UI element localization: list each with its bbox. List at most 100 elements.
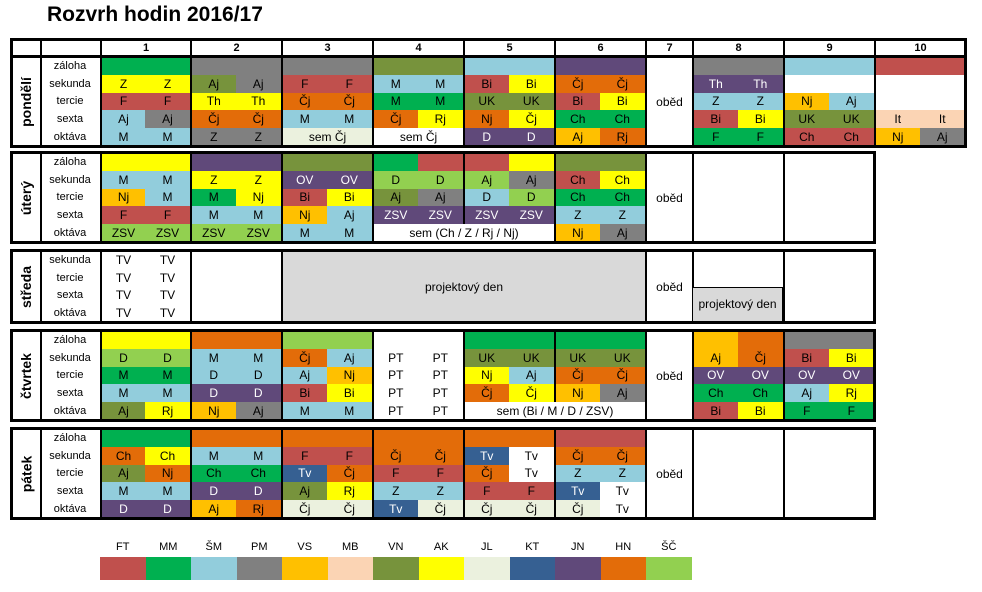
lesson-cell: ZSV xyxy=(100,224,145,242)
lesson-cell: Aj xyxy=(100,464,145,483)
lesson-cell: OV xyxy=(692,366,738,385)
period-header: 10 xyxy=(874,40,965,56)
lesson-cell: Čj xyxy=(372,110,418,129)
lesson-cell: OV xyxy=(326,170,372,189)
lesson-cell: Th xyxy=(737,74,783,93)
class-label: sexta xyxy=(56,113,84,126)
legend-label: ŠČ xyxy=(661,541,677,553)
lesson-cell: UK xyxy=(508,348,554,367)
lesson-cell: M xyxy=(417,74,463,93)
lesson-cell: ZSV xyxy=(463,206,509,225)
class-label: tercie xyxy=(56,95,84,108)
lesson-cell: OV xyxy=(828,366,874,385)
lesson-cell: Aj xyxy=(281,366,327,385)
lesson-cell: Z xyxy=(100,74,145,93)
legend-label: VN xyxy=(388,541,404,553)
class-label: záloha xyxy=(53,333,87,346)
day-divider xyxy=(40,57,42,146)
lesson-cell: Ch xyxy=(145,446,190,465)
lesson-cell: M xyxy=(326,402,372,420)
legend-swatch xyxy=(509,557,555,580)
lesson-cell: UK xyxy=(463,92,509,111)
lesson-cell: Rj xyxy=(235,500,281,518)
lesson-cell xyxy=(692,153,783,242)
lesson-cell: Čj xyxy=(508,500,554,518)
lesson-cell: TV xyxy=(100,304,145,323)
lesson-cell: UK xyxy=(599,348,645,367)
lesson-cell: F xyxy=(783,402,829,420)
lesson-cell: oběd xyxy=(645,331,692,420)
lesson-cell: F xyxy=(100,206,145,225)
legend-label: ŠM xyxy=(205,541,223,553)
lesson-cell xyxy=(554,429,645,447)
class-label: tercie xyxy=(56,191,84,204)
lesson-cell: F xyxy=(281,74,327,93)
lesson-cell: TV xyxy=(145,251,190,269)
lesson-cell: TV xyxy=(145,304,190,323)
lesson-cell xyxy=(463,57,554,75)
lesson-cell xyxy=(190,429,281,447)
lesson-cell xyxy=(783,429,874,518)
lesson-cell: sem (Bi / M / D / ZSV) xyxy=(463,402,645,420)
day-frame xyxy=(10,329,876,422)
lesson-cell: ZSV xyxy=(417,206,463,225)
legend-swatch xyxy=(236,557,282,580)
lesson-cell xyxy=(554,57,645,75)
lesson-cell xyxy=(100,57,190,75)
lesson-cell: PT xyxy=(372,348,418,367)
lesson-cell: PT xyxy=(372,384,418,403)
lesson-cell: Z xyxy=(554,206,600,225)
lesson-cell xyxy=(281,429,372,447)
lesson-cell: Aj xyxy=(281,482,327,501)
lesson-cell: F xyxy=(828,402,874,420)
lesson-cell: UK xyxy=(828,110,874,129)
lesson-cell: Čj xyxy=(281,92,327,111)
lesson-cell: D xyxy=(417,170,463,189)
lesson-cell: Čj xyxy=(372,446,418,465)
lesson-cell: F xyxy=(100,92,145,111)
lesson-cell: Čj xyxy=(281,500,327,518)
lesson-cell: PT xyxy=(417,348,463,367)
title: Rozvrh hodin 2016/17 xyxy=(47,3,263,26)
lesson-cell: Čj xyxy=(599,366,645,385)
lesson-cell xyxy=(783,251,874,323)
lesson-cell: oběd xyxy=(645,429,692,518)
lesson-cell xyxy=(783,57,874,75)
lesson-cell: F xyxy=(145,92,190,111)
lesson-cell: Bi xyxy=(463,74,509,93)
lesson-cell: Aj xyxy=(235,402,281,420)
lesson-cell: It xyxy=(874,110,920,129)
lesson-cell: Bi xyxy=(692,402,738,420)
class-label: oktáva xyxy=(53,307,87,320)
lesson-cell: M xyxy=(145,384,190,403)
lesson-cell: Čj xyxy=(326,92,372,111)
legend-swatch xyxy=(282,557,328,580)
period-header: 2 xyxy=(190,40,281,56)
day-divider xyxy=(40,429,42,518)
lesson-cell: M xyxy=(190,348,236,367)
lesson-cell xyxy=(692,251,783,287)
lesson-cell: Rj xyxy=(828,384,874,403)
lesson-cell: Ch xyxy=(828,128,874,146)
lesson-cell xyxy=(372,153,418,171)
lesson-cell: UK xyxy=(783,110,829,129)
lesson-cell: ZSV xyxy=(372,206,418,225)
lesson-cell: F xyxy=(463,482,509,501)
lesson-cell: Aj xyxy=(508,170,554,189)
lesson-cell: Z xyxy=(145,74,190,93)
lesson-cell xyxy=(463,153,509,171)
lesson-cell: D xyxy=(190,366,236,385)
lesson-cell: ZSV xyxy=(145,224,190,242)
lesson-cell: Aj xyxy=(326,348,372,367)
lesson-cell: Čj xyxy=(463,384,509,403)
lesson-cell: PT xyxy=(417,366,463,385)
lesson-cell: Aj xyxy=(100,402,145,420)
lesson-cell: Tv xyxy=(554,482,600,501)
lesson-cell: F xyxy=(326,446,372,465)
lesson-cell: Rj xyxy=(145,402,190,420)
lesson-cell: Aj xyxy=(326,206,372,225)
class-label: sekunda xyxy=(49,77,91,90)
lesson-cell: D xyxy=(145,500,190,518)
legend-swatch xyxy=(600,557,646,580)
class-label: sexta xyxy=(56,209,84,222)
